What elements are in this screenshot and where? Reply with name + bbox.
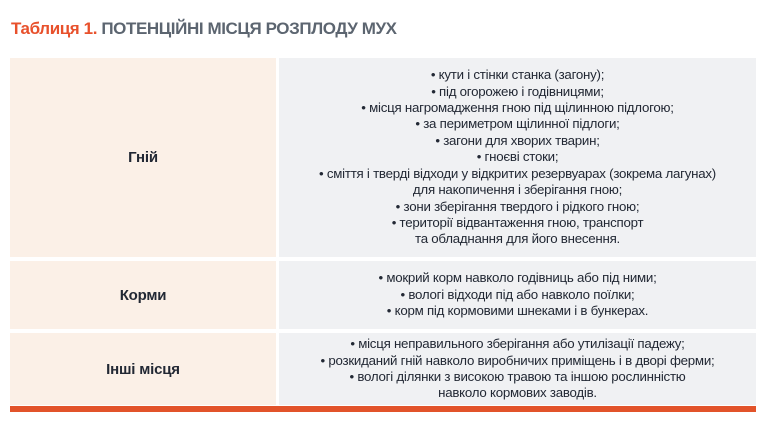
detail-line: • вологі ділянки з високою травою та інш…: [349, 369, 686, 384]
details-cell: • місця неправильного зберігання або ути…: [279, 333, 756, 405]
table-row: Гній • кути і стінки станка (загону); • пі…: [10, 58, 756, 257]
category-label: Корми: [119, 286, 167, 304]
category-cell: Гній: [10, 58, 276, 257]
detail-line: • під огорожею і годівницями;: [431, 83, 604, 99]
detail-line: • за периметром щілинної підлоги;: [415, 116, 620, 132]
breeding-sites-table: Гній • кути і стінки станка (загону); • пі…: [10, 58, 756, 409]
detail-line: • зони зберігання твердого і рідкого гно…: [395, 198, 640, 214]
detail-line: • кути і стінки станка (загону);: [430, 67, 605, 83]
detail-line: • мокрий корм навколо годівниць або під …: [378, 270, 657, 286]
detail-line: • загони для хворих тварин;: [435, 132, 600, 148]
details-cell: • кути і стінки станка (загону); • під ог…: [279, 58, 756, 257]
detail-line: • місця неправильного зберігання або ути…: [350, 336, 685, 352]
table-caption-text: ПОТЕНЦІЙНІ МІСЦЯ РОЗПЛОДУ МУХ: [101, 19, 397, 38]
detail-line: • вологі відходи під або навколо поїлки;: [400, 286, 635, 302]
detail-line-continuation: та обладнання для його внесення.: [415, 231, 620, 247]
category-label: Гній: [128, 149, 158, 166]
category-label: Інші місця: [106, 360, 180, 378]
detail-line: • місця нагромадження гною під щілинною …: [361, 100, 674, 116]
table-row: Інші місця • місця неправильного зберіган…: [10, 333, 756, 405]
detail-line: • території відвантаження гною, транспор…: [391, 214, 644, 230]
bottom-rule: [10, 406, 756, 412]
page-title: Таблиця 1. ПОТЕНЦІЙНІ МІСЦЯ РОЗПЛОДУ МУХ: [11, 19, 397, 39]
category-cell: Інші місця: [10, 333, 276, 405]
detail-line: • сміття і тверді відходи у відкритих ре…: [319, 165, 716, 181]
detail-line-continuation: для накопичення і зберігання гною;: [412, 182, 623, 198]
category-cell: Корми: [10, 261, 276, 329]
details-cell: • мокрий корм навколо годівниць або під …: [279, 261, 756, 329]
table-row: Корми • мокрий корм навколо годівниць або…: [10, 261, 756, 329]
detail-line: • гноєві стоки;: [476, 149, 559, 165]
table-caption-label: Таблиця 1.: [11, 19, 98, 38]
detail-line: • розкиданий гній навколо виробничих при…: [320, 352, 715, 368]
detail-line: • корм під кормовими шнеками і в бункера…: [386, 303, 649, 319]
detail-line-continuation: навколо кормових заводів.: [438, 385, 597, 401]
